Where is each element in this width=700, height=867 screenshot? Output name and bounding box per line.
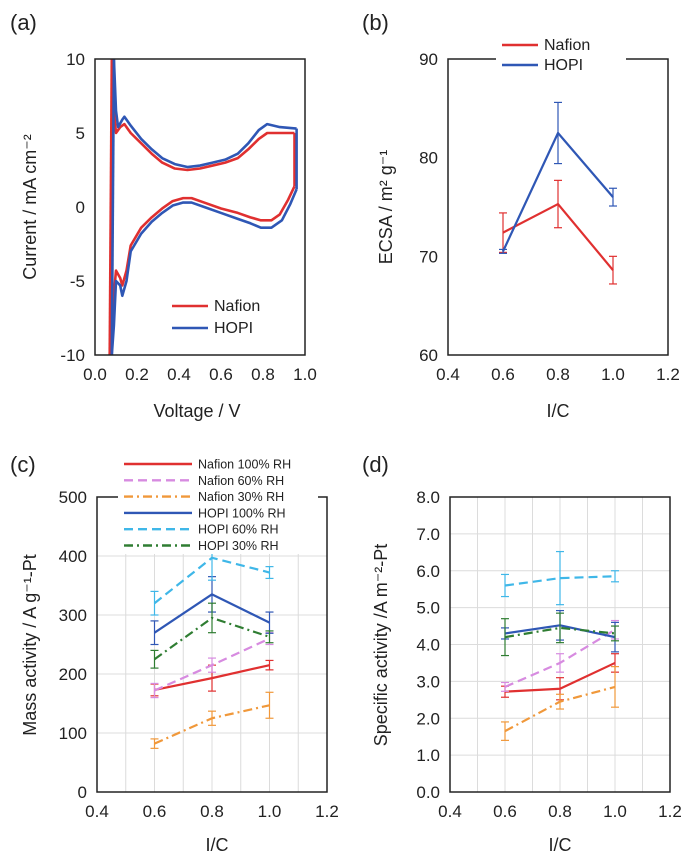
panel-d-ytick-5: 5.0 — [416, 599, 440, 618]
panel-c-legend-label-2: Nafion 30% RH — [198, 490, 284, 504]
panel-d-xtick-3: 1.0 — [603, 802, 627, 821]
panel-a-ytick-4: -10 — [60, 346, 85, 365]
panel-d-ytick-6: 6.0 — [416, 562, 440, 581]
panel-b-ytick-0: 90 — [419, 50, 438, 69]
panel-b-ylabel: ECSA / m² g⁻¹ — [376, 150, 396, 265]
panel-b-xtick-1: 0.6 — [491, 365, 515, 384]
panel-b-xlabel: I/C — [546, 401, 569, 421]
panel-d-xtick-2: 0.8 — [548, 802, 572, 821]
panel-b-xtick-2: 0.8 — [546, 365, 570, 384]
panel-c-xtick-3: 1.0 — [258, 802, 282, 821]
panel-label-a: (a) — [10, 10, 37, 35]
panel-c-ylabel: Mass activity / A g⁻¹-Pt — [20, 554, 40, 736]
panel-b-xtick-0: 0.4 — [436, 365, 460, 384]
panel-c-xtick-4: 1.2 — [315, 802, 339, 821]
panel-d-ytick-4: 4.0 — [416, 636, 440, 655]
panel-a-xtick-0: 0.0 — [83, 365, 107, 384]
panel-d-xtick-4: 1.2 — [658, 802, 682, 821]
panel-d-ytick-3: 3.0 — [416, 672, 440, 691]
panel-a-xtick-2: 0.4 — [167, 365, 191, 384]
panel-c-xtick-1: 0.6 — [143, 802, 167, 821]
panel-b-ytick-2: 70 — [419, 247, 438, 266]
panel-c-legend-label-0: Nafion 100% RH — [198, 458, 291, 472]
panel-a-ytick-3: -5 — [70, 272, 85, 291]
panel-a-xtick-3: 0.6 — [209, 365, 233, 384]
panel-c-ytick-1: 100 — [59, 724, 87, 743]
panel-c-legend-label-5: HOPI 30% RH — [198, 539, 279, 553]
specific-activity-plot: 0.4 0.6 0.8 1.0 1.2 0.0 1.0 2.0 3.0 4.0 5.0 6.0 7.0 8… — [416, 488, 681, 821]
panel-c-xlabel: I/C — [205, 835, 228, 855]
panel-a-turn-low-1 — [110, 58, 116, 356]
panel-b-ytick-1: 80 — [419, 149, 438, 168]
panel-c-ytick-2: 200 — [59, 665, 87, 684]
panel-d-xtick-0: 0.4 — [438, 802, 462, 821]
panel-d-ytick-7: 7.0 — [416, 525, 440, 544]
panel-a-anodic-curve-0 — [110, 58, 295, 172]
panel-c-legend-label-4: HOPI 60% RH — [198, 523, 279, 537]
panel-d-ytick-1: 1.0 — [416, 746, 440, 765]
panel-c-ytick-5: 500 — [59, 488, 87, 507]
panel-c-xtick-0: 0.4 — [85, 802, 109, 821]
panel-a-ytick-0: 10 — [66, 50, 85, 69]
panel-a-legend-label-0: Nafion — [214, 298, 260, 315]
panel-a-xtick-4: 0.8 — [251, 365, 275, 384]
panel-a-xtick-1: 0.2 — [125, 365, 149, 384]
cv-plot: 0.0 0.2 0.4 0.6 0.8 1.0 10 5 0 -5 -10 Nafion HOPI — [60, 50, 316, 384]
panel-a-xlabel: Voltage / V — [153, 401, 240, 421]
panel-a-legend-label-1: HOPI — [214, 320, 253, 337]
panel-a-cathodic-curve-0 — [108, 185, 296, 356]
panel-d-series-line-4 — [504, 575, 616, 587]
ecsa-plot: 0.4 0.6 0.8 1.0 1.2 90 80 70 60 Nafion HOPI — [419, 36, 680, 384]
panel-c-legend-box — [118, 454, 318, 554]
panel-a-frame — [94, 58, 306, 356]
panel-b-legend-label-0: Nafion — [544, 37, 590, 54]
panel-a-ylabel: Current / mA cm⁻² — [20, 134, 40, 280]
mass-activity-plot: 0.4 0.6 0.8 1.0 1.2 0 100 200 300 400 500 Nafion 10… — [59, 454, 339, 821]
panel-label-b: (b) — [362, 10, 389, 35]
panel-b-legend-label-1: HOPI — [544, 57, 583, 74]
panel-a-xtick-5: 1.0 — [293, 365, 317, 384]
panel-a-anodic-curve-1 — [112, 58, 297, 169]
panel-label-d: (d) — [362, 452, 389, 477]
panel-c-ytick-0: 0 — [78, 783, 87, 802]
panel-d-ytick-0: 0.0 — [416, 783, 440, 802]
panel-b-legend-box — [496, 36, 626, 76]
panel-d-ylabel: Specific activity /A m⁻²-Pt — [371, 544, 391, 747]
panel-b-xtick-3: 1.0 — [601, 365, 625, 384]
panel-a-ytick-1: 5 — [76, 124, 85, 143]
panel-d-xlabel: I/C — [548, 835, 571, 855]
panel-a-turn-low-0 — [108, 58, 114, 356]
panel-a-cathodic-curve-1 — [110, 188, 298, 356]
panel-c-ytick-4: 400 — [59, 547, 87, 566]
panel-c-ytick-3: 300 — [59, 606, 87, 625]
panel-b-ytick-3: 60 — [419, 346, 438, 365]
panel-d-ytick-2: 2.0 — [416, 709, 440, 728]
panel-c-legend-label-3: HOPI 100% RH — [198, 506, 286, 520]
panel-c-legend-label-1: Nafion 60% RH — [198, 474, 284, 488]
panel-label-c: (c) — [10, 452, 36, 477]
panel-d-ytick-8: 8.0 — [416, 488, 440, 507]
panel-b-xtick-4: 1.2 — [656, 365, 680, 384]
panel-d-frame — [449, 496, 671, 793]
panel-d-xtick-1: 0.6 — [493, 802, 517, 821]
panel-a-ytick-2: 0 — [76, 198, 85, 217]
panel-c-xtick-2: 0.8 — [200, 802, 224, 821]
